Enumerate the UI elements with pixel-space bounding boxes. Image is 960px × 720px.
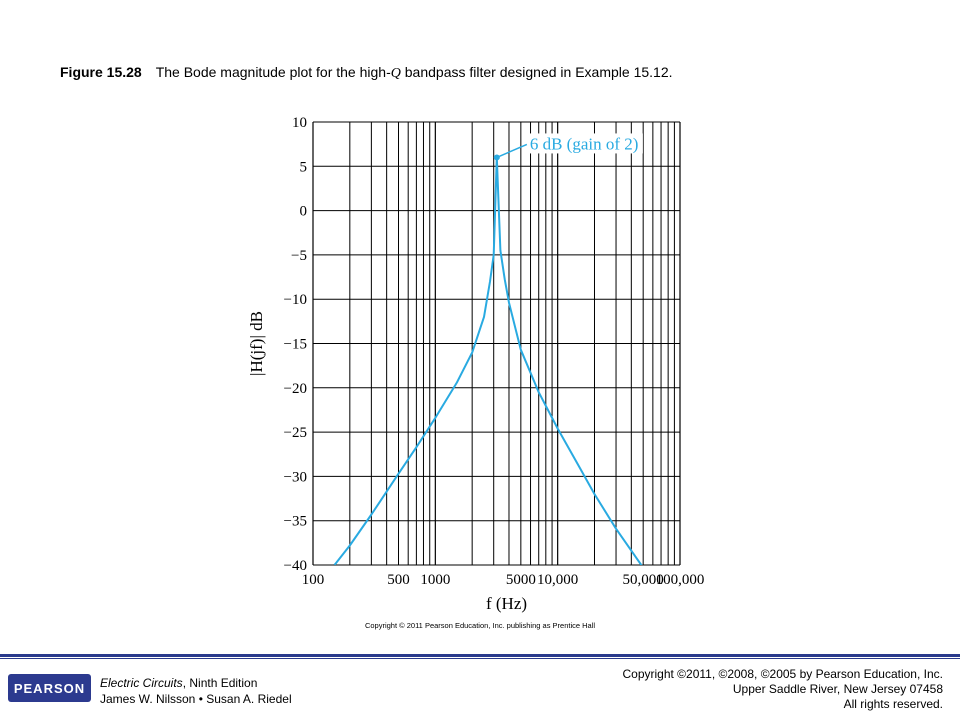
y-tick-label: −30 [284,469,307,485]
y-axis-title: |H(jf)| dB [247,311,266,376]
y-tick-label: −10 [284,292,307,308]
figure-number: Figure 15.28 [60,64,142,80]
footer-rule-thin [0,658,960,659]
footer-rule [0,654,960,657]
publisher-copyright: Copyright ©2011, ©2008, ©2005 by Pearson… [622,667,943,712]
bode-magnitude-chart: 6 dB (gain of 2) 10 5 0 −5 −10 −15 −20 −25 −30 −3… [247,115,705,613]
figure-copyright: Copyright © 2011 Pearson Education, Inc.… [364,621,596,630]
grid [312,121,681,566]
y-tick-label: −20 [284,381,307,397]
book-authors: James W. Nilsson • Susan A. Riedel [100,692,292,706]
y-tick-labels: 10 5 0 −5 −10 −15 −20 −25 −30 −35 −40 [284,115,307,574]
book-title: Electric Circuits [100,676,183,690]
x-axis-title: f (Hz) [486,594,527,613]
x-tick-label: 10,000 [537,572,578,588]
y-tick-label: −15 [284,337,307,353]
copyright-line-3: All rights reserved. [843,697,943,711]
annotation-leader-line [496,143,528,159]
x-tick-label: 100,000 [656,572,705,588]
figure-caption: Figure 15.28 The Bode magnitude plot for … [60,64,673,82]
logo-text: PEARSON [13,680,86,696]
x-tick-label: 5000 [506,572,536,588]
y-tick-label: 10 [292,115,307,131]
pearson-logo: PEARSON [8,674,91,702]
annotation-layer: 6 dB (gain of 2) [493,133,643,161]
copyright-line-1: Copyright ©2011, ©2008, ©2005 by Pearson… [622,667,943,681]
y-tick-label: 0 [300,204,308,220]
caption-text-before: The Bode magnitude plot for the high- [155,64,391,80]
y-tick-label: −25 [284,425,307,441]
series-curve [333,156,643,565]
annotation-peak-dot [493,154,500,161]
book-title-line: Electric Circuits, Ninth Edition [100,675,292,691]
y-tick-label: −35 [284,514,307,530]
caption-text-after: bandpass filter designed in Example 15.1… [400,64,673,80]
curve-layer [333,156,643,565]
book-info: Electric Circuits, Ninth Edition James W… [100,675,292,707]
y-tick-label: −5 [291,248,307,264]
x-tick-label: 50,000 [623,572,664,588]
book-edition: , Ninth Edition [182,676,258,690]
x-tick-label: 500 [387,572,410,588]
y-tick-label: −40 [284,558,307,574]
annotation-label-bg [524,133,643,154]
y-tick-label: 5 [300,159,308,175]
x-tick-label: 1000 [420,572,450,588]
axis-titles: f (Hz) |H(jf)| dB [247,311,527,613]
annotation-label: 6 dB (gain of 2) [530,134,639,153]
x-tick-label: 100 [302,572,325,588]
copyright-line-2: Upper Saddle River, New Jersey 07458 [732,682,943,696]
caption-q-symbol: Q [390,66,401,81]
